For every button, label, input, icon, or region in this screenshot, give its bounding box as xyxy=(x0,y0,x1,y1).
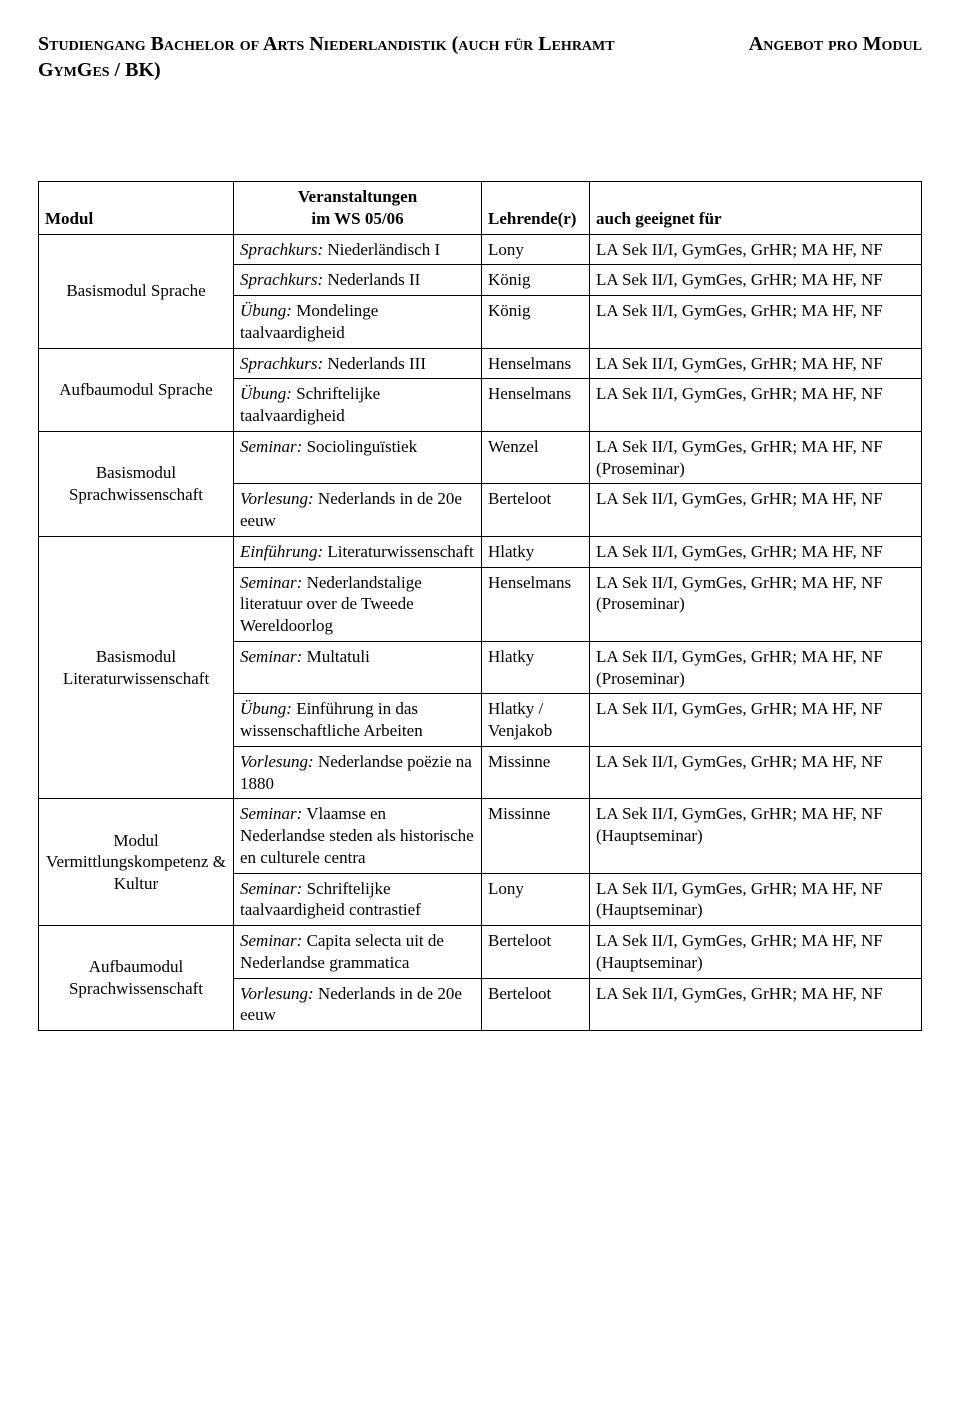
geeignet-cell: LA Sek II/I, GymGes, GrHR; MA HF, NF xyxy=(590,694,922,747)
veranstaltung-cell: Übung: Schriftelijke taalvaardigheid xyxy=(234,379,482,432)
geeignet-cell: LA Sek II/I, GymGes, GrHR; MA HF, NF (Pr… xyxy=(590,641,922,694)
lehrende-cell: Lony xyxy=(482,873,590,926)
lehrende-cell: Berteloot xyxy=(482,484,590,537)
veranstaltung-type: Vorlesung: xyxy=(240,984,314,1003)
modul-cell: Basismodul Sprachwissenschaft xyxy=(39,431,234,536)
veranstaltung-type: Sprachkurs: xyxy=(240,270,323,289)
header-right: Angebot pro Modul xyxy=(749,32,922,58)
lehrende-cell: König xyxy=(482,296,590,349)
table-row: Basismodul LiteraturwissenschaftEinführu… xyxy=(39,536,922,567)
veranstaltung-cell: Seminar: Capita selecta uit de Nederland… xyxy=(234,926,482,979)
geeignet-cell: LA Sek II/I, GymGes, GrHR; MA HF, NF (Ha… xyxy=(590,799,922,873)
header-left: Studiengang Bachelor of Arts Niederlandi… xyxy=(38,32,638,83)
lehrende-cell: König xyxy=(482,265,590,296)
veranstaltung-cell: Sprachkurs: Niederländisch I xyxy=(234,234,482,265)
veranstaltung-cell: Seminar: Vlaamse en Nederlandse steden a… xyxy=(234,799,482,873)
veranstaltung-cell: Übung: Mondelinge taalvaardigheid xyxy=(234,296,482,349)
lehrende-cell: Hlatky / Venjakob xyxy=(482,694,590,747)
geeignet-cell: LA Sek II/I, GymGes, GrHR; MA HF, NF xyxy=(590,296,922,349)
veranstaltung-cell: Seminar: Sociolinguïstiek xyxy=(234,431,482,484)
table-body: Basismodul SpracheSprachkurs: Niederländ… xyxy=(39,234,922,1031)
geeignet-cell: LA Sek II/I, GymGes, GrHR; MA HF, NF xyxy=(590,484,922,537)
col-geeignet: auch geeignet für xyxy=(590,182,922,235)
lehrende-cell: Wenzel xyxy=(482,431,590,484)
geeignet-cell: LA Sek II/I, GymGes, GrHR; MA HF, NF xyxy=(590,379,922,432)
lehrende-cell: Berteloot xyxy=(482,978,590,1031)
veranstaltung-cell: Vorlesung: Nederlands in de 20e eeuw xyxy=(234,484,482,537)
veranstaltung-cell: Seminar: Nederlandstalige literatuur ove… xyxy=(234,567,482,641)
col-veranst-line1: Veranstaltungen xyxy=(298,187,417,206)
lehrende-cell: Berteloot xyxy=(482,926,590,979)
lehrende-cell: Missinne xyxy=(482,746,590,799)
veranstaltung-cell: Übung: Einführung in das wissenschaftlic… xyxy=(234,694,482,747)
veranstaltung-type: Übung: xyxy=(240,301,292,320)
veranstaltung-type: Seminar: xyxy=(240,879,302,898)
module-table: Modul Veranstaltungen im WS 05/06 Lehren… xyxy=(38,181,922,1031)
table-row: Aufbaumodul SprachwissenschaftSeminar: C… xyxy=(39,926,922,979)
veranstaltung-cell: Vorlesung: Nederlands in de 20e eeuw xyxy=(234,978,482,1031)
veranstaltung-type: Sprachkurs: xyxy=(240,240,323,259)
veranstaltung-type: Übung: xyxy=(240,699,292,718)
geeignet-cell: LA Sek II/I, GymGes, GrHR; MA HF, NF xyxy=(590,746,922,799)
lehrende-cell: Henselmans xyxy=(482,348,590,379)
veranstaltung-cell: Sprachkurs: Nederlands III xyxy=(234,348,482,379)
veranstaltung-type: Vorlesung: xyxy=(240,752,314,771)
veranstaltung-cell: Einführung: Literaturwissenschaft xyxy=(234,536,482,567)
geeignet-cell: LA Sek II/I, GymGes, GrHR; MA HF, NF (Pr… xyxy=(590,431,922,484)
lehrende-cell: Henselmans xyxy=(482,379,590,432)
modul-cell: Aufbaumodul Sprachwissenschaft xyxy=(39,926,234,1031)
table-row: Basismodul SpracheSprachkurs: Niederländ… xyxy=(39,234,922,265)
geeignet-cell: LA Sek II/I, GymGes, GrHR; MA HF, NF (Ha… xyxy=(590,926,922,979)
geeignet-cell: LA Sek II/I, GymGes, GrHR; MA HF, NF (Pr… xyxy=(590,567,922,641)
veranstaltung-type: Seminar: xyxy=(240,573,302,592)
table-header-row: Modul Veranstaltungen im WS 05/06 Lehren… xyxy=(39,182,922,235)
modul-cell: Aufbaumodul Sprache xyxy=(39,348,234,431)
veranstaltung-cell: Sprachkurs: Nederlands II xyxy=(234,265,482,296)
geeignet-cell: LA Sek II/I, GymGes, GrHR; MA HF, NF (Ha… xyxy=(590,873,922,926)
veranstaltung-type: Seminar: xyxy=(240,437,302,456)
lehrende-cell: Missinne xyxy=(482,799,590,873)
veranstaltung-type: Einführung: xyxy=(240,542,323,561)
veranstaltung-type: Vorlesung: xyxy=(240,489,314,508)
geeignet-cell: LA Sek II/I, GymGes, GrHR; MA HF, NF xyxy=(590,348,922,379)
veranstaltung-cell: Seminar: Schriftelijke taalvaardigheid c… xyxy=(234,873,482,926)
table-row: Modul Vermittlungskompetenz & KulturSemi… xyxy=(39,799,922,873)
table-row: Aufbaumodul SpracheSprachkurs: Nederland… xyxy=(39,348,922,379)
veranstaltung-type: Sprachkurs: xyxy=(240,354,323,373)
col-modul: Modul xyxy=(39,182,234,235)
geeignet-cell: LA Sek II/I, GymGes, GrHR; MA HF, NF xyxy=(590,978,922,1031)
modul-cell: Modul Vermittlungskompetenz & Kultur xyxy=(39,799,234,926)
col-veranstaltungen: Veranstaltungen im WS 05/06 xyxy=(234,182,482,235)
modul-cell: Basismodul Literaturwissenschaft xyxy=(39,536,234,799)
veranstaltung-cell: Seminar: Multatuli xyxy=(234,641,482,694)
lehrende-cell: Henselmans xyxy=(482,567,590,641)
veranstaltung-type: Seminar: xyxy=(240,647,302,666)
lehrende-cell: Hlatky xyxy=(482,536,590,567)
modul-cell: Basismodul Sprache xyxy=(39,234,234,348)
geeignet-cell: LA Sek II/I, GymGes, GrHR; MA HF, NF xyxy=(590,536,922,567)
page-header: Studiengang Bachelor of Arts Niederlandi… xyxy=(38,32,922,83)
veranstaltung-type: Seminar: xyxy=(240,804,302,823)
veranstaltung-cell: Vorlesung: Nederlandse poëzie na 1880 xyxy=(234,746,482,799)
lehrende-cell: Lony xyxy=(482,234,590,265)
veranstaltung-type: Übung: xyxy=(240,384,292,403)
veranstaltung-type: Seminar: xyxy=(240,931,302,950)
col-lehrende: Lehrende(r) xyxy=(482,182,590,235)
table-row: Basismodul SprachwissenschaftSeminar: So… xyxy=(39,431,922,484)
lehrende-cell: Hlatky xyxy=(482,641,590,694)
col-veranst-line2: im WS 05/06 xyxy=(311,209,403,228)
geeignet-cell: LA Sek II/I, GymGes, GrHR; MA HF, NF xyxy=(590,234,922,265)
geeignet-cell: LA Sek II/I, GymGes, GrHR; MA HF, NF xyxy=(590,265,922,296)
